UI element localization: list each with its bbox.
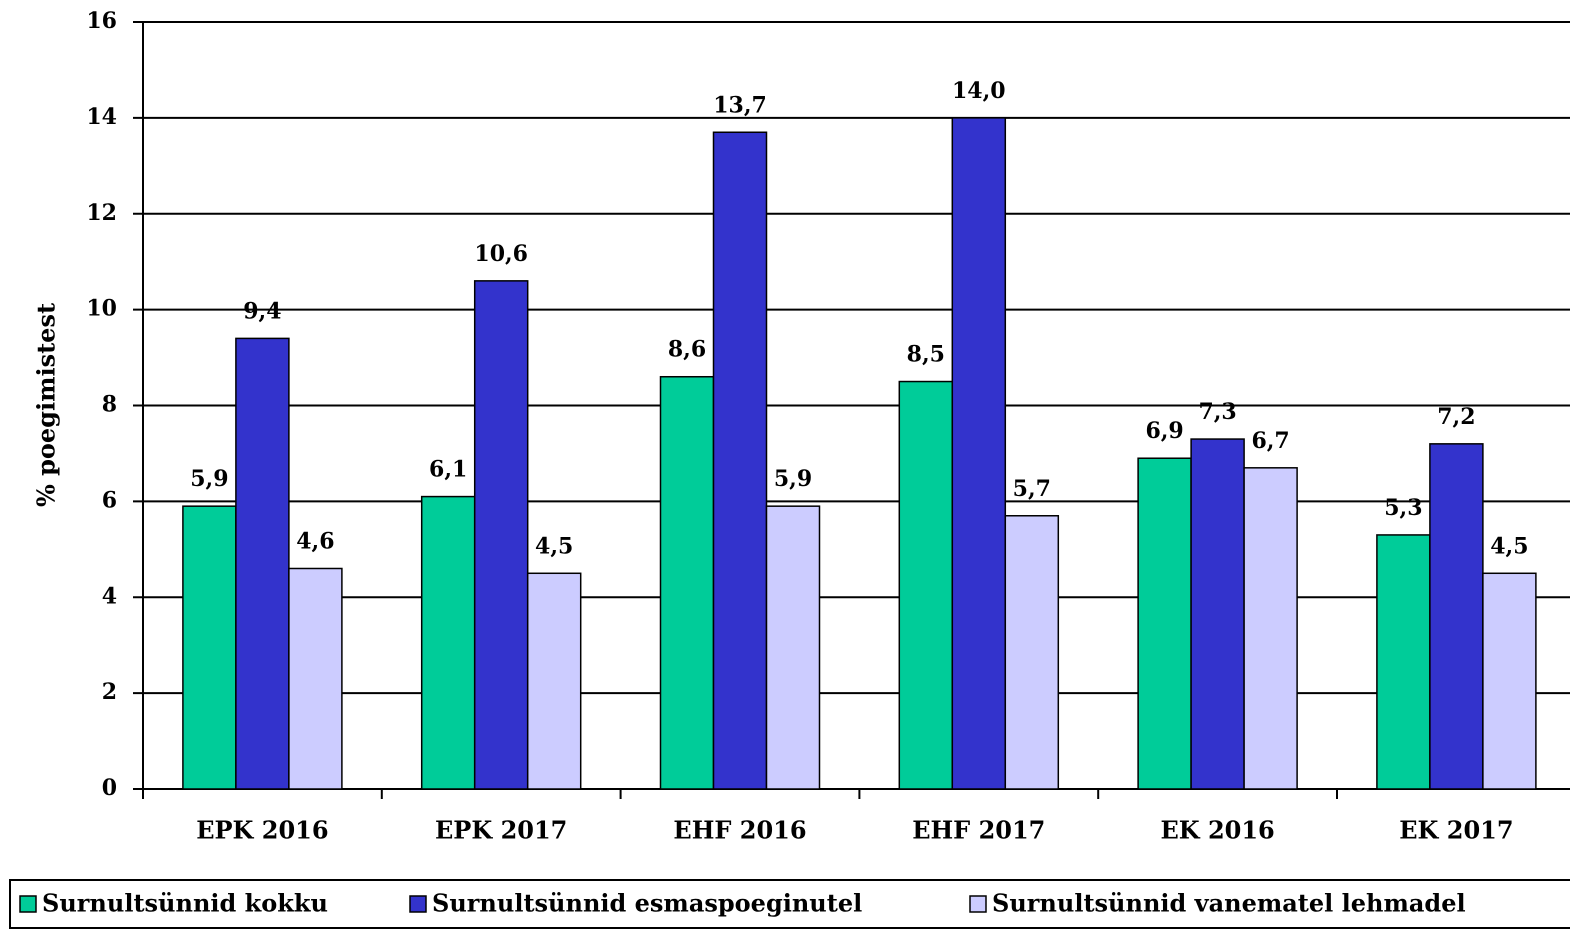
legend-label: Surnultsünnid kokku xyxy=(42,889,328,918)
legend-label: Surnultsünnid esmaspoeginutel xyxy=(432,889,862,918)
x-tick-label: EHF 2016 xyxy=(673,816,806,845)
bar xyxy=(288,567,343,790)
value-label: 6,1 xyxy=(429,457,467,483)
y-tick-label: 16 xyxy=(86,8,117,34)
value-label: 10,6 xyxy=(474,241,528,267)
bar xyxy=(1137,457,1192,790)
y-tick-label: 14 xyxy=(86,104,117,130)
x-tick-label: EPK 2016 xyxy=(196,816,328,845)
value-label: 8,6 xyxy=(668,337,706,363)
bar xyxy=(1429,443,1484,790)
bar xyxy=(526,572,582,790)
legend-swatch xyxy=(19,895,37,913)
bar xyxy=(182,505,237,790)
value-label: 4,5 xyxy=(535,533,573,559)
bar xyxy=(1376,534,1431,790)
y-tick-label: 8 xyxy=(102,392,117,418)
value-label: 4,5 xyxy=(1490,533,1528,559)
y-tick-label: 4 xyxy=(102,583,117,609)
value-label: 14,0 xyxy=(952,78,1006,104)
y-tick-label: 10 xyxy=(86,296,117,322)
bar xyxy=(712,131,768,790)
value-label: 4,6 xyxy=(296,528,334,554)
bar xyxy=(1004,515,1060,790)
value-label: 9,4 xyxy=(243,298,281,324)
legend-swatch xyxy=(969,895,987,913)
bar xyxy=(659,375,715,790)
x-tick-label: EK 2017 xyxy=(1399,816,1513,845)
y-tick-label: 2 xyxy=(102,679,117,705)
bar xyxy=(898,380,954,790)
legend-label: Surnultsünnid vanematel lehmadel xyxy=(992,889,1466,918)
value-label: 8,5 xyxy=(907,342,945,368)
x-tick-label: EHF 2017 xyxy=(912,816,1045,845)
bar xyxy=(1482,572,1537,790)
x-tick-label: EK 2016 xyxy=(1160,816,1274,845)
bar xyxy=(235,337,290,790)
value-label: 13,7 xyxy=(713,92,767,118)
bar xyxy=(1190,438,1245,790)
value-label: 5,9 xyxy=(190,466,228,492)
bar xyxy=(951,117,1007,790)
legend-swatch xyxy=(409,895,427,913)
y-tick-label: 6 xyxy=(102,487,117,513)
value-label: 5,7 xyxy=(1013,476,1051,502)
value-label: 6,7 xyxy=(1251,428,1289,454)
bar xyxy=(420,495,476,790)
value-label: 7,2 xyxy=(1437,404,1475,430)
legend-box xyxy=(9,879,1570,929)
y-axis-label: % poegimistest xyxy=(32,303,61,507)
value-label: 6,9 xyxy=(1145,418,1183,444)
bar xyxy=(473,280,529,790)
value-label: 5,9 xyxy=(774,466,812,492)
value-label: 5,3 xyxy=(1384,495,1422,521)
x-tick-label: EPK 2017 xyxy=(435,816,567,845)
bar xyxy=(1243,467,1298,790)
y-tick-label: 0 xyxy=(102,775,117,801)
bar xyxy=(765,505,821,790)
value-label: 7,3 xyxy=(1198,399,1236,425)
y-tick-label: 12 xyxy=(86,200,117,226)
